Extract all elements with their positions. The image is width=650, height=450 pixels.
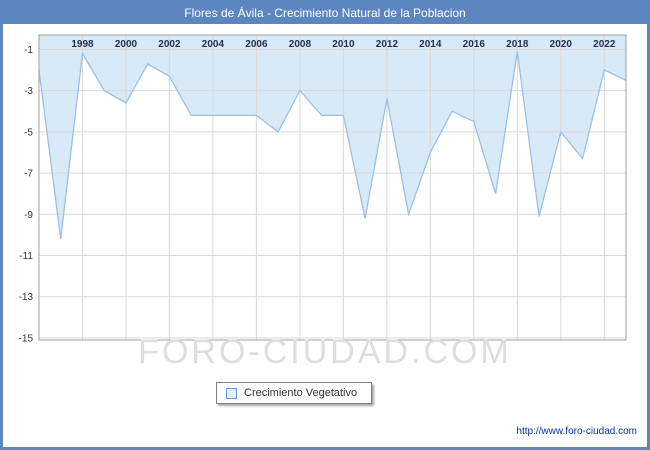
legend-label: Crecimiento Vegetativo — [244, 387, 358, 399]
source-url-link[interactable]: http://www.foro-ciudad.com — [516, 426, 637, 437]
population-growth-area-chart: -1 -3 -5 -7 -9 -11 -13 -15 1998 2000 2002 2004 2006 2… — [19, 34, 627, 344]
x-axis-year-label: 2012 — [376, 39, 399, 50]
x-axis-year-label: 2016 — [463, 39, 486, 50]
plot-border — [38, 34, 627, 341]
chart-title: Flores de Ávila - Crecimiento Natural de… — [3, 3, 647, 24]
legend: Crecimiento Vegetativo — [216, 382, 373, 404]
y-axis-tick-label: -9 — [24, 210, 33, 221]
x-axis-year-label: 2000 — [115, 39, 138, 50]
y-axis-tick-label: -15 — [19, 333, 34, 344]
y-axis-tick-label: -1 — [24, 45, 33, 56]
x-axis-year-label: 2006 — [245, 39, 268, 50]
x-axis-year-label: 2010 — [332, 39, 355, 50]
legend-swatch-icon — [226, 387, 237, 399]
y-axis-tick-label: -5 — [24, 127, 33, 138]
y-axis-tick-label: -13 — [19, 292, 34, 303]
x-axis-year-label: 2022 — [593, 39, 616, 50]
x-axis-year-label: 2002 — [158, 39, 181, 50]
x-axis-year-label: 2008 — [289, 39, 312, 50]
x-axis-year-label: 2014 — [419, 39, 442, 50]
x-axis-year-label: 2020 — [550, 39, 573, 50]
series-line — [38, 51, 627, 240]
y-axis-tick-label: -11 — [19, 251, 33, 262]
y-axis-tick-label: -3 — [24, 86, 33, 97]
series-area-fill — [39, 35, 626, 239]
y-axis-tick-label: -7 — [24, 169, 33, 180]
x-axis-year-label: 1998 — [71, 39, 94, 50]
x-axis-year-label: 2018 — [506, 39, 529, 50]
x-axis-year-label: 2004 — [202, 39, 225, 50]
